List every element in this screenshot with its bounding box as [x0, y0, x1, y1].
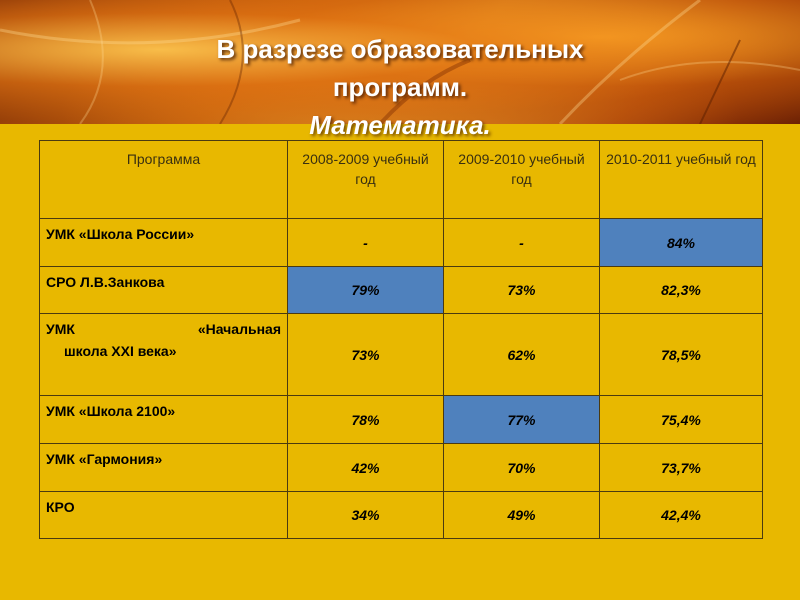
- value-cell-highlighted: 79%: [287, 266, 444, 314]
- title-line-1: В разрезе образовательных: [216, 34, 584, 64]
- value-cell-highlighted: 77%: [443, 395, 600, 444]
- header-2009-2010: 2009-2010 учебный год: [443, 140, 600, 219]
- table-row: УМК «Школа 2100» 78% 77% 75,4%: [39, 395, 763, 444]
- value-cell: 82,3%: [599, 266, 763, 314]
- table-row: КРО 34% 49% 42,4%: [39, 491, 763, 539]
- value-cell: 78,5%: [599, 313, 763, 396]
- table-row: УМК «Начальная школа XXI века» 73% 62% 7…: [39, 313, 763, 396]
- program-name: УМК «Начальная школа XXI века»: [39, 313, 288, 396]
- program-name-line-2: школа XXI века»: [64, 343, 177, 359]
- program-name: СРО Л.В.Занкова: [39, 266, 288, 314]
- value-cell: 70%: [443, 443, 600, 492]
- program-name: УМК «Школа 2100»: [39, 395, 288, 444]
- value-cell: 73%: [443, 266, 600, 314]
- header-2010-2011: 2010-2011 учебный год: [599, 140, 763, 219]
- table-row: УМК «Гармония» 42% 70% 73,7%: [39, 443, 763, 492]
- value-cell: 49%: [443, 491, 600, 539]
- program-name: УМК «Школа России»: [39, 218, 288, 267]
- header-program: Программа: [39, 140, 288, 219]
- slide-title: В разрезе образовательных программ. Мате…: [150, 30, 650, 144]
- program-name-part: УМК: [46, 321, 75, 337]
- title-line-2: программ.: [332, 72, 468, 102]
- value-cell: 73%: [287, 313, 444, 396]
- value-cell: 62%: [443, 313, 600, 396]
- program-name: УМК «Гармония»: [39, 443, 288, 492]
- table-row: УМК «Школа России» - - 84%: [39, 218, 763, 267]
- value-cell: 42,4%: [599, 491, 763, 539]
- value-cell-highlighted: 84%: [599, 218, 763, 267]
- value-cell: 78%: [287, 395, 444, 444]
- program-name-part: «Начальная: [197, 321, 281, 337]
- subtitle: Математика.: [309, 110, 491, 140]
- table-header-row: Программа 2008-2009 учебный год 2009-201…: [39, 140, 763, 219]
- value-cell: 42%: [287, 443, 444, 492]
- value-cell: 75,4%: [599, 395, 763, 444]
- value-cell: -: [287, 218, 444, 267]
- table-row: СРО Л.В.Занкова 79% 73% 82,3%: [39, 266, 763, 314]
- value-cell: -: [443, 218, 600, 267]
- program-name-line-1: УМК «Начальная: [46, 318, 281, 340]
- header-2008-2009: 2008-2009 учебный год: [287, 140, 444, 219]
- autumn-leaves-banner: [0, 0, 800, 124]
- program-name: КРО: [39, 491, 288, 539]
- value-cell: 34%: [287, 491, 444, 539]
- leaf-veins-decoration: [0, 0, 800, 124]
- results-table: Программа 2008-2009 учебный год 2009-201…: [39, 140, 763, 539]
- value-cell: 73,7%: [599, 443, 763, 492]
